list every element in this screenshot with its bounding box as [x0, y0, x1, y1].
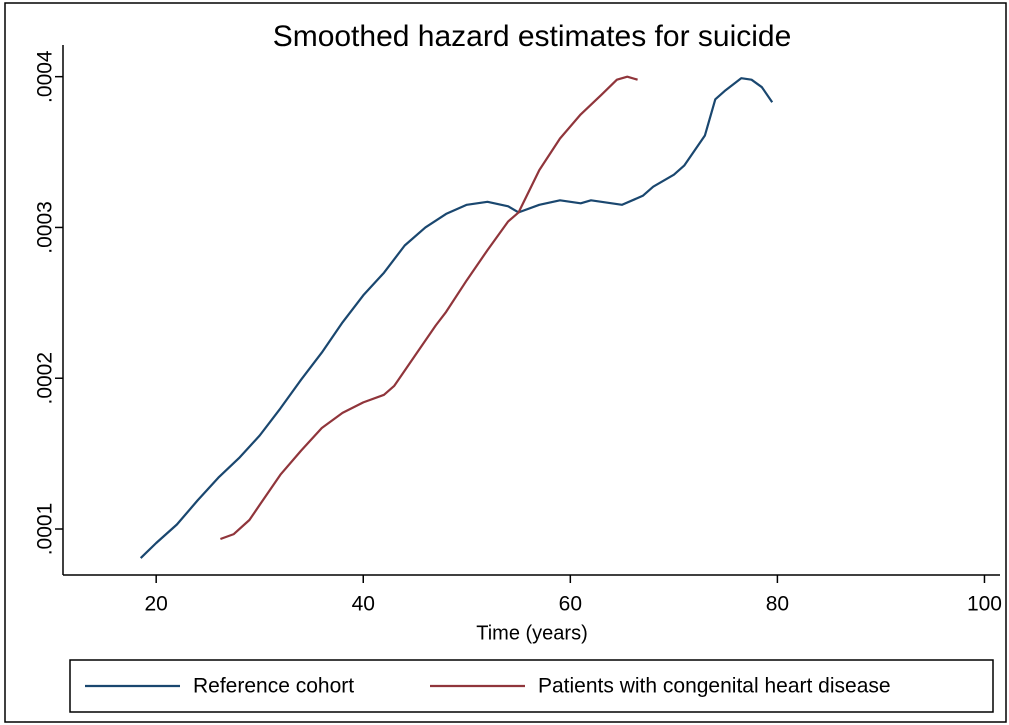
x-tick-label: 20	[145, 593, 168, 616]
series-line	[139, 77, 774, 559]
legend-label: Patients with congenital heart disease	[538, 675, 891, 698]
x-tick-label: 60	[559, 593, 582, 616]
y-tick-label: .0003	[34, 201, 57, 254]
chart-title: Smoothed hazard estimates for suicide	[273, 20, 792, 53]
x-tick-label: 100	[967, 593, 1002, 616]
x-axis-title: Time (years)	[476, 622, 587, 644]
y-tick-label: .0002	[34, 352, 57, 405]
y-tick-label: .0001	[34, 503, 57, 556]
series-line	[220, 75, 638, 541]
y-tick-label: .0004	[34, 50, 57, 103]
frame	[4, 2, 1007, 723]
x-tick-label: 80	[766, 593, 789, 616]
legend-label: Reference cohort	[193, 675, 354, 698]
x-tick-label: 40	[352, 593, 375, 616]
legend-box	[69, 659, 994, 713]
